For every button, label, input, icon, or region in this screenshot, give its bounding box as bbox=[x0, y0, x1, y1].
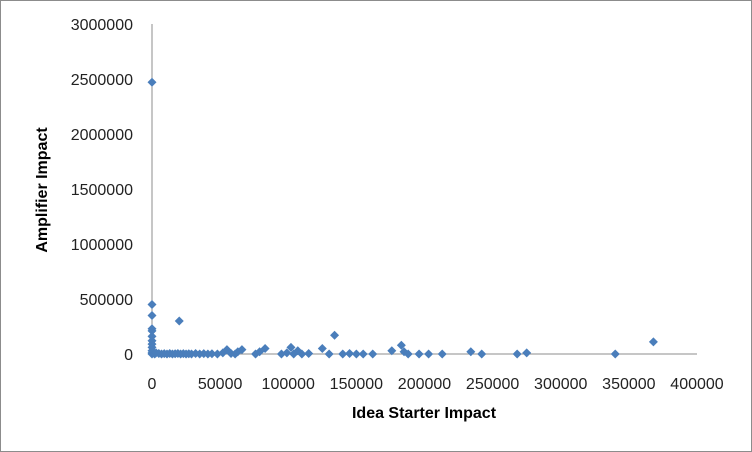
x-tick-label: 50000 bbox=[198, 376, 243, 393]
data-point bbox=[396, 340, 406, 350]
data-point bbox=[147, 326, 157, 336]
data-point bbox=[424, 349, 434, 359]
data-point bbox=[286, 342, 296, 352]
data-point bbox=[512, 349, 522, 359]
x-axis-title: Idea Starter Impact bbox=[352, 405, 497, 422]
data-point bbox=[174, 316, 184, 326]
data-point bbox=[297, 349, 307, 359]
y-tick-label: 1000000 bbox=[71, 237, 133, 254]
data-point bbox=[304, 348, 314, 358]
y-axis-title: Amplifier Impact bbox=[34, 127, 51, 253]
data-point bbox=[147, 77, 157, 87]
y-tick-label: 500000 bbox=[80, 292, 133, 309]
x-tick-label: 300000 bbox=[534, 376, 587, 393]
data-point bbox=[610, 349, 620, 359]
data-point bbox=[466, 347, 476, 357]
x-tick-label: 0 bbox=[148, 376, 157, 393]
data-point bbox=[207, 349, 217, 359]
x-tick-label: 100000 bbox=[262, 376, 315, 393]
data-point bbox=[345, 348, 355, 358]
x-tick-label: 200000 bbox=[398, 376, 451, 393]
data-point bbox=[282, 348, 292, 358]
x-tick-label: 250000 bbox=[466, 376, 519, 393]
data-point bbox=[477, 349, 487, 359]
data-point bbox=[324, 349, 334, 359]
data-point bbox=[147, 311, 157, 320]
y-tick-label: 3000000 bbox=[71, 17, 133, 34]
x-tick-label: 350000 bbox=[602, 376, 655, 393]
data-point bbox=[260, 344, 270, 353]
data-point bbox=[330, 330, 340, 340]
x-tick-label: 400000 bbox=[670, 376, 723, 393]
y-tick-label: 2000000 bbox=[71, 127, 133, 144]
y-tick-label: 0 bbox=[124, 347, 133, 364]
data-point bbox=[437, 349, 447, 359]
data-point bbox=[317, 344, 327, 353]
data-points bbox=[147, 77, 658, 359]
y-tick-label: 2500000 bbox=[71, 72, 133, 89]
data-point bbox=[403, 349, 413, 359]
data-point bbox=[351, 349, 361, 359]
data-point bbox=[147, 300, 157, 309]
data-point bbox=[338, 349, 348, 359]
data-point bbox=[358, 349, 368, 359]
data-point bbox=[414, 349, 424, 359]
x-tick-labels: 0 50000 100000 150000 200000 250000 300000 3500… bbox=[148, 376, 724, 393]
data-point bbox=[522, 348, 532, 358]
y-tick-label: 1500000 bbox=[71, 182, 133, 199]
x-tick-label: 150000 bbox=[330, 376, 383, 393]
data-point bbox=[237, 345, 247, 355]
data-point bbox=[368, 349, 378, 359]
data-point bbox=[387, 346, 397, 356]
data-point bbox=[648, 337, 658, 347]
y-tick-labels: 0 500000 1000000 1500000 2000000 2500000 30000… bbox=[71, 17, 133, 364]
